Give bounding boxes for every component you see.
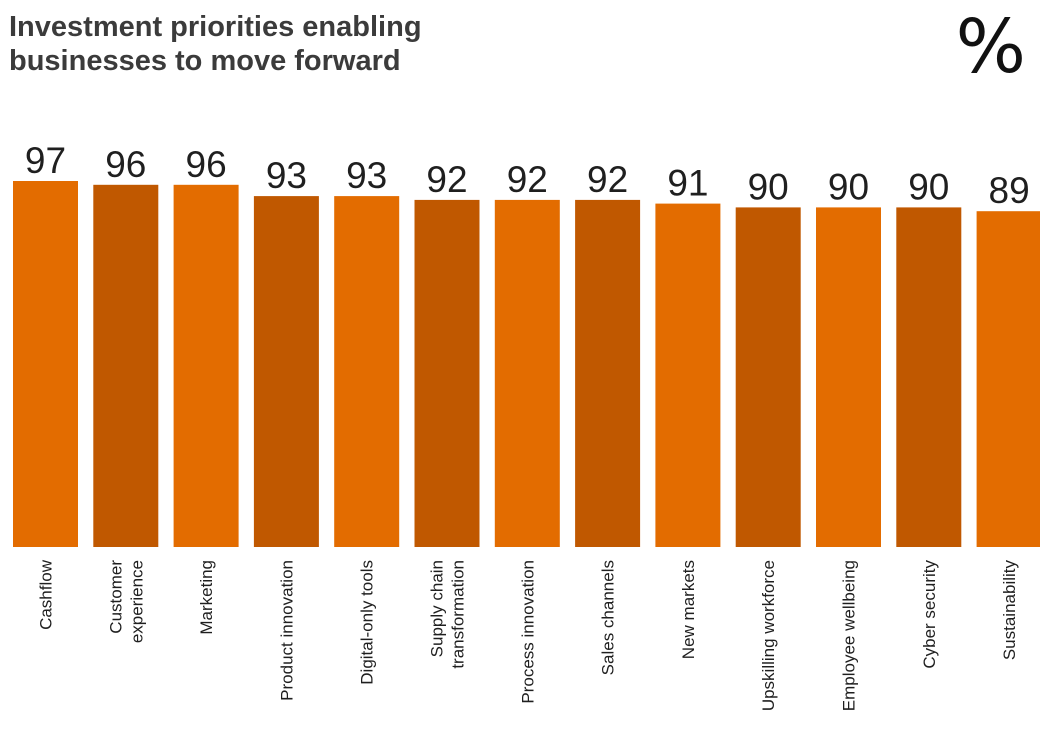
bar	[173, 184, 239, 548]
bar-value-label: 90	[748, 166, 789, 207]
category-label: Process innovation	[518, 560, 537, 704]
category-label-line: Sales channels	[599, 560, 618, 675]
category-label-line: Supply chain	[428, 560, 447, 657]
bar	[976, 211, 1040, 547]
category-label: New markets	[679, 560, 698, 659]
bar-value-label: 96	[186, 144, 227, 185]
bar-value-label: 90	[828, 166, 869, 207]
category-label-line: Upskilling workforce	[759, 560, 778, 711]
category-label: Cashflow	[37, 559, 56, 630]
bar-value-label: 92	[426, 159, 467, 200]
bar-value-label: 90	[908, 166, 949, 207]
bar-value-label: 92	[507, 159, 548, 200]
category-label-line: Process innovation	[518, 560, 537, 704]
category-label: Cyber security	[920, 560, 939, 669]
category-label-line: experience	[127, 560, 146, 643]
category-labels-group: Cashflow Customer experience Marketing Produ…	[37, 559, 1020, 711]
category-label-line: New markets	[679, 560, 698, 659]
chart-title-line-2: businesses to move forward	[9, 45, 401, 77]
category-label-line: Product innovation	[277, 560, 296, 701]
bar	[93, 184, 159, 548]
bar	[13, 181, 78, 547]
bar-value-label: 96	[105, 144, 146, 185]
bar	[334, 196, 400, 547]
category-label: Digital-only tools	[358, 560, 377, 685]
bar	[575, 199, 641, 547]
category-label-line: Cashflow	[37, 559, 56, 630]
bar	[735, 207, 801, 547]
category-label-line: Digital-only tools	[358, 560, 377, 685]
category-label: Product innovation	[277, 560, 296, 701]
bar	[494, 199, 560, 547]
bar	[655, 203, 721, 547]
category-label-line: Cyber security	[920, 560, 939, 669]
category-label-line: transformation	[449, 560, 468, 669]
bar	[253, 196, 319, 547]
category-label: Marketing	[197, 560, 216, 635]
category-label-line: Customer	[106, 560, 125, 634]
bar-value-label: 91	[667, 163, 708, 204]
bar	[816, 207, 881, 547]
category-label-line: Sustainability	[1000, 560, 1019, 661]
category-label: Customer experience	[106, 560, 146, 644]
bar-value-label: 93	[346, 155, 387, 196]
category-label: Upskilling workforce	[759, 560, 778, 711]
percent-unit-label: %	[955, 4, 1026, 90]
bar-value-label: 92	[587, 159, 628, 200]
bar-value-label: 89	[989, 170, 1030, 211]
category-label-line: Marketing	[197, 560, 216, 635]
category-label: Sales channels	[599, 560, 618, 675]
bar	[414, 199, 480, 547]
bar-value-label: 93	[266, 155, 307, 196]
category-label: Sustainability	[1000, 560, 1019, 661]
bars-group	[13, 181, 1040, 548]
bar	[896, 207, 962, 547]
category-label: Supply chain transformation	[428, 560, 468, 669]
category-label-line: Employee wellbeing	[840, 560, 859, 711]
chart-title: Investment priorities enabling businesse…	[9, 10, 629, 78]
value-labels-group: 97 96 96 93 93 92 92 92 91 90 90 90 89	[25, 140, 1030, 211]
chart-title-line-1: Investment priorities enabling	[9, 11, 422, 43]
category-label: Employee wellbeing	[840, 560, 859, 711]
bar-value-label: 97	[25, 140, 66, 181]
